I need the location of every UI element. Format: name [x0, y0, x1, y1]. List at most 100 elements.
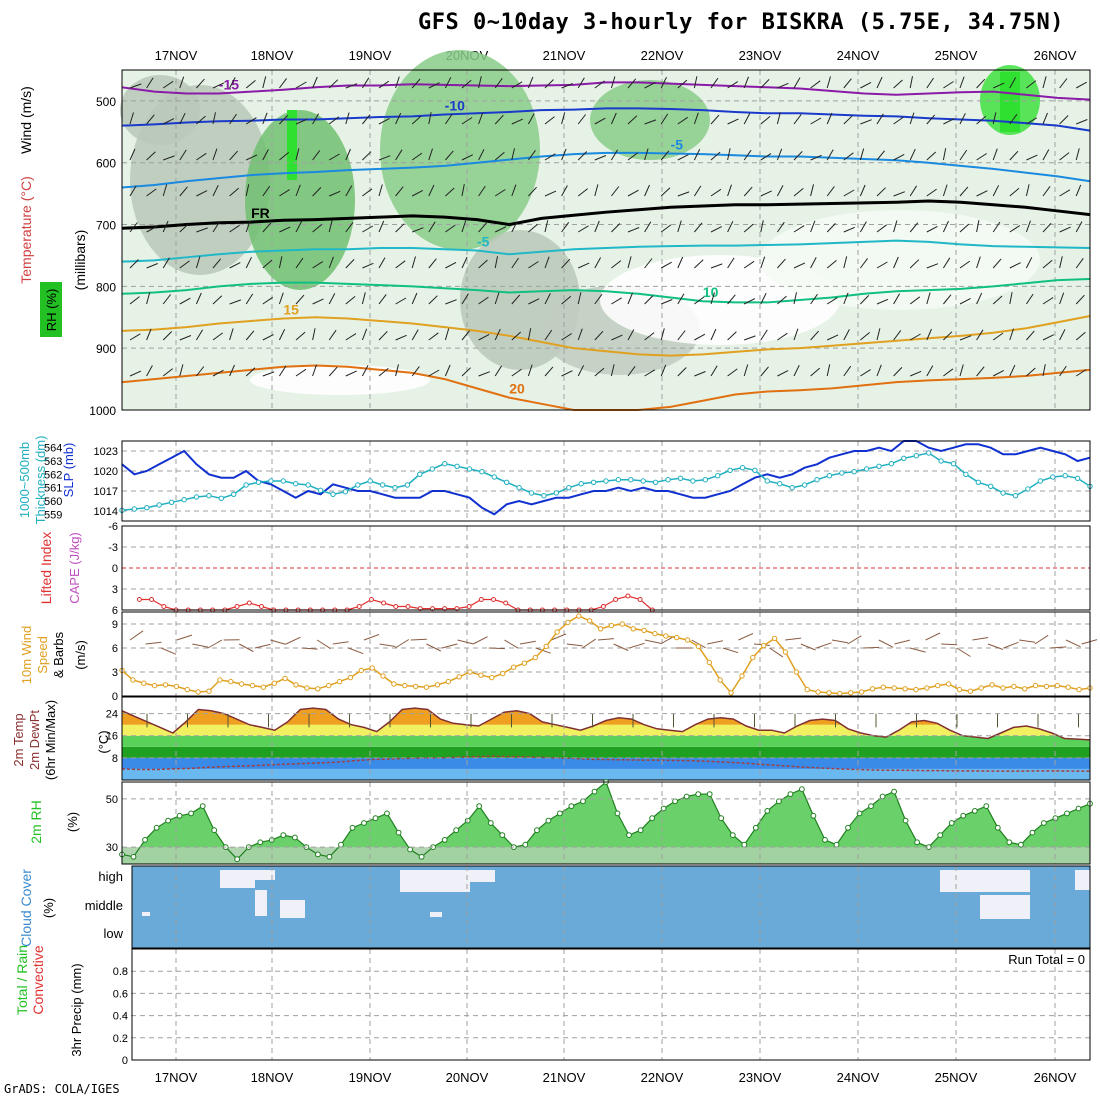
wind-speed-marker — [369, 665, 375, 671]
wind-barb — [245, 154, 258, 161]
wind-barb — [743, 223, 754, 233]
thickness-marker — [851, 469, 857, 475]
wind-barb — [245, 184, 250, 197]
surface-wind-barb — [207, 639, 223, 649]
rh-marker — [292, 834, 298, 841]
wind-barb — [627, 152, 638, 161]
thickness-marker — [454, 463, 460, 469]
wind-barb — [760, 256, 766, 269]
wind-barb — [411, 152, 423, 161]
wind-barb — [826, 76, 831, 89]
wind-barb — [610, 76, 616, 89]
wind-speed-marker — [674, 634, 680, 641]
wind-barb — [943, 368, 954, 377]
wind-barb — [527, 364, 533, 377]
surface-wind-barb — [1081, 639, 1098, 645]
rh-marker — [315, 851, 321, 858]
thickness-marker — [355, 482, 361, 488]
wind-barb — [1059, 226, 1071, 233]
wind-barb — [943, 294, 952, 305]
thickness-marker — [677, 475, 684, 481]
thickness-marker — [442, 461, 448, 467]
wind-tick: 3 — [112, 667, 118, 679]
wind-barb — [378, 80, 390, 89]
thickness-marker — [963, 471, 969, 477]
thickness-marker — [218, 495, 225, 501]
rh-marker — [1064, 810, 1070, 817]
wind-barb — [677, 154, 689, 161]
wind-barb — [594, 184, 599, 197]
thickness-marker — [231, 491, 237, 497]
axis-label: Thickness (dm) — [33, 436, 48, 525]
wind-barb — [378, 368, 389, 377]
rh-shading — [250, 365, 430, 395]
wind-barb — [644, 369, 656, 377]
li-tick: 6 — [112, 605, 118, 617]
rh-marker — [845, 824, 851, 831]
wind-barb — [627, 227, 640, 233]
wind-barb — [312, 364, 317, 377]
lifted-index-marker — [625, 593, 631, 599]
wind-barb — [146, 365, 153, 377]
rh-tick: 30 — [106, 842, 118, 854]
wind-barb — [677, 220, 682, 233]
wind-barb — [627, 292, 633, 305]
surface-wind-barb — [192, 643, 209, 648]
wind-barb — [876, 150, 885, 161]
lifted-index-marker — [234, 604, 240, 609]
surface-wind-barb — [847, 635, 862, 645]
wind-speed-marker — [1000, 685, 1006, 691]
wind-barb — [129, 112, 134, 125]
wind-barb — [992, 369, 1005, 377]
thickness-marker — [243, 482, 249, 488]
temperature-label: 2m Temp 2m DewPt (6hr Min/Max) — [11, 700, 58, 780]
wind-barb — [295, 294, 305, 305]
thickness-marker — [255, 479, 262, 485]
wind-barb — [229, 364, 235, 377]
pressure-tick: 900 — [96, 342, 116, 356]
rh-marker — [211, 827, 218, 834]
wind-speed-marker — [641, 627, 647, 634]
thickness-marker — [839, 470, 845, 476]
axis-label: SLP (mb) — [61, 443, 76, 498]
thickness-marker — [814, 477, 820, 483]
rh-marker — [130, 853, 137, 860]
wind-barb — [278, 365, 287, 377]
rh-shading — [760, 210, 1040, 310]
wind-barb — [345, 259, 355, 269]
wind-barb — [810, 330, 819, 341]
wind-barb — [561, 258, 571, 269]
isotherm-line — [121, 315, 1091, 357]
wind-barb — [528, 186, 537, 197]
rh-base-band — [122, 847, 1090, 864]
wind-barb — [1026, 330, 1035, 341]
wind-speed-marker — [684, 637, 691, 643]
rh-marker — [879, 793, 886, 800]
precip-tick: 0.8 — [113, 966, 128, 978]
wind-speed-marker — [782, 649, 789, 655]
isotherm-label: -15 — [219, 76, 239, 92]
wind-barb — [661, 299, 673, 305]
wind-barb — [528, 298, 540, 305]
precip-legend-label: Total / Rain Convective — [14, 945, 46, 1015]
wind-barb — [793, 262, 806, 269]
wind-barb — [511, 118, 524, 125]
wind-barb — [1026, 80, 1037, 89]
wind-barb — [893, 367, 903, 377]
axis-label: Speed — [35, 636, 50, 674]
wind-barb — [1042, 364, 1046, 377]
wind-barb — [328, 256, 334, 269]
wind-barb — [876, 187, 886, 197]
wind-speed-marker — [935, 682, 941, 689]
wind-barb — [710, 114, 720, 125]
thickness-marker — [752, 467, 758, 473]
wind-barb — [129, 148, 136, 161]
wind-speed-marker — [1021, 686, 1028, 692]
wind-barb — [611, 260, 622, 269]
rh-marker — [407, 846, 414, 853]
rh-marker — [464, 817, 471, 824]
rh-frame — [121, 781, 1091, 865]
thickness-marker — [690, 478, 696, 484]
wind-barb — [693, 112, 699, 125]
wind-barb — [229, 187, 240, 197]
